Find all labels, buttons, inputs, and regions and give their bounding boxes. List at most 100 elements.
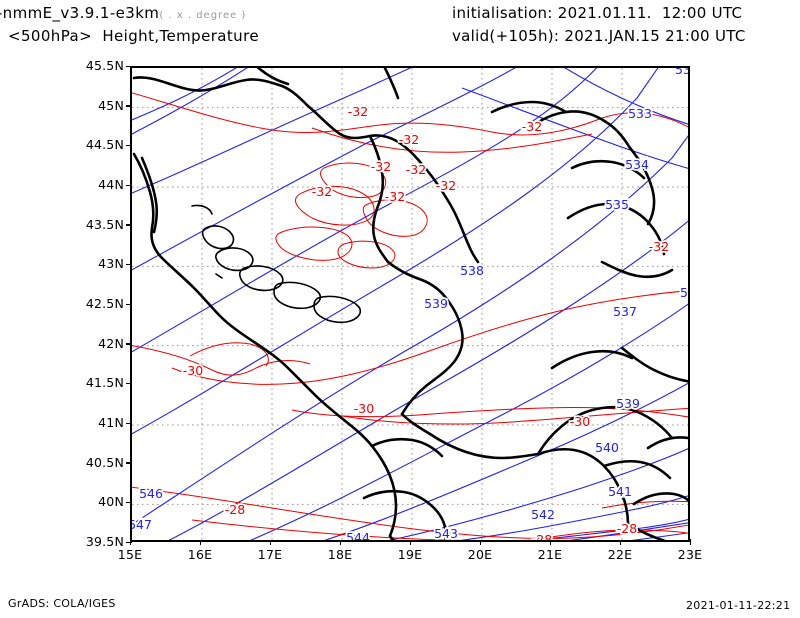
contour-label: 538	[460, 263, 484, 278]
contour-label-halo: -30	[354, 401, 374, 416]
y-tick-mark	[126, 144, 132, 147]
contour-label: 543	[434, 526, 458, 541]
contour-label-halo: 53	[680, 285, 690, 300]
contour-label-halo: -32	[385, 189, 405, 204]
contour-label-halo: 537	[613, 304, 637, 319]
contour-label-halo: 542	[531, 507, 555, 522]
contour-label: 539	[424, 296, 448, 311]
contour-label: 540	[595, 440, 619, 455]
y-tick-mark	[126, 224, 132, 226]
contour-label: 547	[132, 517, 152, 532]
x-tick-label: 16E	[187, 547, 213, 562]
contour-label-halo: -30	[183, 363, 203, 378]
contour-label: -32	[348, 104, 368, 119]
contour-label-halo: 547	[132, 517, 152, 532]
y-tick-label: 45N	[98, 97, 124, 113]
y-tick-label: 43.5N	[85, 216, 124, 232]
y-tick-mark	[126, 541, 132, 543]
contour-label: 534	[625, 157, 649, 172]
y-tick-label: 41.5N	[85, 375, 124, 391]
contour-label-halo: 539	[424, 296, 448, 311]
contour-label-halo: -32	[371, 159, 391, 174]
y-tick-label: 43N	[98, 256, 124, 272]
contour-label: 53	[680, 285, 690, 300]
y-tick-label: 40.5N	[85, 454, 124, 470]
contour-label-halo: -32	[406, 162, 426, 177]
x-tick-label: 20E	[467, 547, 493, 562]
x-tick-label: 23E	[677, 547, 703, 562]
contour-label: -32	[312, 184, 332, 199]
contour-label-halo: 535	[605, 197, 629, 212]
contour-label-halo: 533	[628, 106, 652, 121]
x-tick-mark	[129, 539, 131, 545]
contour-label: 539	[616, 396, 640, 411]
y-tick-label: 40N	[98, 494, 124, 510]
contour-label: -32	[406, 162, 426, 177]
contour-label-halo: -32	[348, 104, 368, 119]
contour-label: -32	[399, 132, 419, 147]
x-tick-mark	[689, 539, 691, 545]
contour-map-svg: 5335335345345355355375375385385395395395…	[132, 68, 690, 542]
x-tick-mark	[619, 539, 621, 545]
y-tick-label: 42.5N	[85, 296, 124, 311]
contour-label: 537	[613, 304, 637, 319]
contour-label-halo: -32	[399, 132, 419, 147]
contour-label: 535	[605, 197, 629, 212]
contour-label-halo: -32	[312, 184, 332, 199]
x-tick-label: 18E	[327, 547, 353, 562]
render-timestamp: 2021-01-11-22:21	[686, 599, 791, 612]
contour-label-halo: 534	[625, 157, 649, 172]
contour-label-halo: 53	[675, 68, 690, 77]
x-tick-mark	[339, 539, 341, 545]
x-tick-mark	[199, 539, 201, 545]
y-tick-mark	[126, 184, 132, 186]
contour-label-halo: -32	[649, 239, 669, 254]
model-name: f-nmmE_v3.9.1-e3km	[0, 4, 160, 22]
map-plot-area: 533 533 534 534 535 535 537 537 538 538 539 539 539 5…	[130, 66, 690, 542]
x-tick-label: 21E	[537, 547, 563, 562]
contour-label: -32	[436, 178, 456, 193]
y-tick-mark	[126, 343, 132, 345]
contour-label: -32	[385, 189, 405, 204]
contour-label-halo: -28	[225, 502, 245, 517]
contour-label-halo: 540	[595, 440, 619, 455]
gridlines	[132, 68, 688, 540]
contour-label: 541	[608, 484, 632, 499]
contour-label: 544	[346, 530, 370, 542]
x-tick-mark	[479, 539, 481, 545]
y-tick-mark	[126, 263, 132, 266]
contour-label-halo: -28	[617, 521, 637, 536]
contour-label-halo: -28	[532, 532, 552, 542]
contour-label: -28	[225, 502, 245, 517]
y-tick-mark	[126, 462, 132, 464]
y-tick-mark	[126, 422, 132, 424]
contour-label-halo: -32	[522, 119, 542, 134]
grads-credit: GrADS: COLA/IGES	[8, 597, 116, 610]
contour-label: 533	[628, 106, 652, 121]
y-tick-mark	[126, 303, 132, 305]
x-tick-label: 17E	[257, 547, 283, 562]
contour-label: 53	[675, 68, 690, 77]
height-contour-lines	[132, 68, 688, 540]
level-title: <500hPa> Height,Temperature	[8, 27, 259, 45]
contour-label: -28	[532, 532, 552, 542]
y-tick-label: 39.5N	[85, 534, 124, 549]
contour-label-halo: 538	[460, 263, 484, 278]
contour-label-halo: 546	[139, 486, 163, 501]
x-tick-label: 15E	[117, 547, 143, 562]
x-tick-label: 22E	[607, 547, 633, 562]
y-tick-label: 45.5N	[85, 58, 124, 73]
model-units: ( . x . degree )	[159, 10, 247, 21]
contour-label: -32	[649, 239, 669, 254]
y-tick-mark	[126, 382, 132, 385]
contour-label: -32	[522, 119, 542, 134]
x-tick-mark	[269, 539, 271, 545]
contour-label-halo: 539	[616, 396, 640, 411]
valid-time: valid(+105h): 2021.JAN.15 21:00 UTC	[452, 27, 746, 45]
contour-label: -30	[183, 363, 203, 378]
contour-label: -32	[371, 159, 391, 174]
y-tick-label: 42N	[98, 335, 124, 351]
contour-label: -30	[354, 401, 374, 416]
y-tick-mark	[126, 65, 132, 67]
